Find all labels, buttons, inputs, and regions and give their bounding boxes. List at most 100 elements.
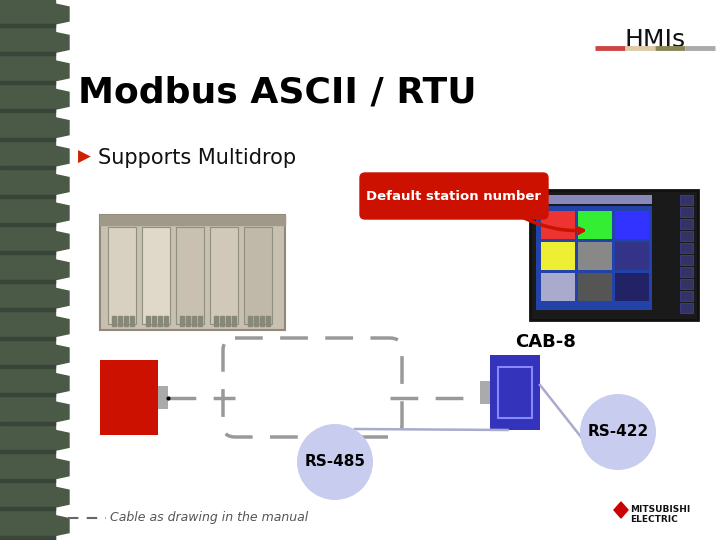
Bar: [0, 308, 55, 311]
Polygon shape: [55, 174, 69, 194]
Bar: [0, 138, 55, 141]
Bar: [152, 316, 156, 326]
Bar: [112, 316, 116, 326]
Polygon shape: [55, 316, 69, 336]
Bar: [0, 194, 55, 198]
Bar: [266, 316, 270, 326]
Bar: [680, 303, 693, 313]
Bar: [578, 242, 612, 270]
Polygon shape: [55, 89, 69, 109]
Polygon shape: [55, 374, 69, 394]
Text: Supports Multidrop: Supports Multidrop: [98, 148, 296, 168]
Bar: [146, 316, 150, 326]
Bar: [142, 227, 170, 324]
Bar: [248, 316, 252, 326]
Bar: [0, 536, 55, 538]
Bar: [232, 316, 236, 326]
Bar: [130, 316, 134, 326]
Bar: [180, 316, 184, 326]
Polygon shape: [55, 260, 69, 280]
Bar: [680, 255, 693, 265]
Bar: [0, 52, 55, 56]
Bar: [158, 316, 162, 326]
FancyBboxPatch shape: [360, 173, 548, 219]
Polygon shape: [55, 231, 69, 251]
Bar: [0, 223, 55, 226]
Bar: [0, 166, 55, 169]
Polygon shape: [55, 61, 69, 81]
Bar: [0, 479, 55, 482]
Bar: [0, 81, 55, 84]
Bar: [680, 231, 693, 241]
Bar: [0, 422, 55, 425]
Text: CAB-8: CAB-8: [515, 333, 576, 351]
Polygon shape: [55, 146, 69, 166]
Bar: [680, 219, 693, 229]
Bar: [536, 206, 652, 310]
Bar: [0, 280, 55, 283]
Bar: [226, 316, 230, 326]
Bar: [0, 365, 55, 368]
Bar: [680, 291, 693, 301]
Bar: [615, 211, 649, 239]
Circle shape: [580, 394, 656, 470]
Polygon shape: [55, 430, 69, 450]
Bar: [260, 316, 264, 326]
Polygon shape: [55, 459, 69, 479]
Bar: [214, 316, 218, 326]
Bar: [680, 207, 693, 217]
Polygon shape: [55, 516, 69, 536]
Polygon shape: [0, 0, 55, 540]
Text: Cable as drawing in the manual: Cable as drawing in the manual: [110, 511, 308, 524]
Polygon shape: [55, 345, 69, 365]
Text: ELECTRIC: ELECTRIC: [630, 515, 678, 524]
Polygon shape: [55, 203, 69, 223]
Bar: [124, 316, 128, 326]
Bar: [100, 215, 285, 225]
Bar: [680, 243, 693, 253]
Bar: [0, 336, 55, 340]
Polygon shape: [55, 288, 69, 308]
Bar: [164, 316, 168, 326]
Text: RS-422: RS-422: [588, 424, 649, 440]
Bar: [541, 242, 575, 270]
Text: ▶: ▶: [78, 148, 91, 166]
Bar: [198, 316, 202, 326]
Bar: [0, 24, 55, 27]
Bar: [541, 211, 575, 239]
Circle shape: [297, 424, 373, 500]
FancyBboxPatch shape: [530, 190, 698, 320]
Bar: [220, 316, 224, 326]
Bar: [578, 211, 612, 239]
Bar: [680, 195, 693, 205]
Bar: [578, 273, 612, 301]
Bar: [536, 195, 652, 204]
Bar: [0, 394, 55, 396]
Text: MITSUBISHI: MITSUBISHI: [630, 505, 690, 514]
Bar: [541, 273, 575, 301]
Polygon shape: [55, 402, 69, 422]
Polygon shape: [55, 32, 69, 52]
Bar: [108, 227, 136, 324]
Bar: [0, 450, 55, 453]
Bar: [254, 316, 258, 326]
Bar: [680, 279, 693, 289]
Bar: [100, 360, 158, 435]
Bar: [158, 386, 168, 409]
Polygon shape: [55, 4, 69, 24]
Bar: [176, 227, 204, 324]
FancyBboxPatch shape: [100, 215, 285, 330]
Bar: [192, 316, 196, 326]
Bar: [615, 242, 649, 270]
Bar: [615, 273, 649, 301]
Bar: [118, 316, 122, 326]
Bar: [0, 507, 55, 510]
Bar: [186, 316, 190, 326]
Text: RS-485: RS-485: [305, 455, 366, 469]
Bar: [490, 355, 540, 430]
Polygon shape: [55, 487, 69, 507]
Bar: [0, 251, 55, 254]
Bar: [0, 109, 55, 112]
Bar: [244, 227, 272, 324]
Polygon shape: [55, 118, 69, 138]
